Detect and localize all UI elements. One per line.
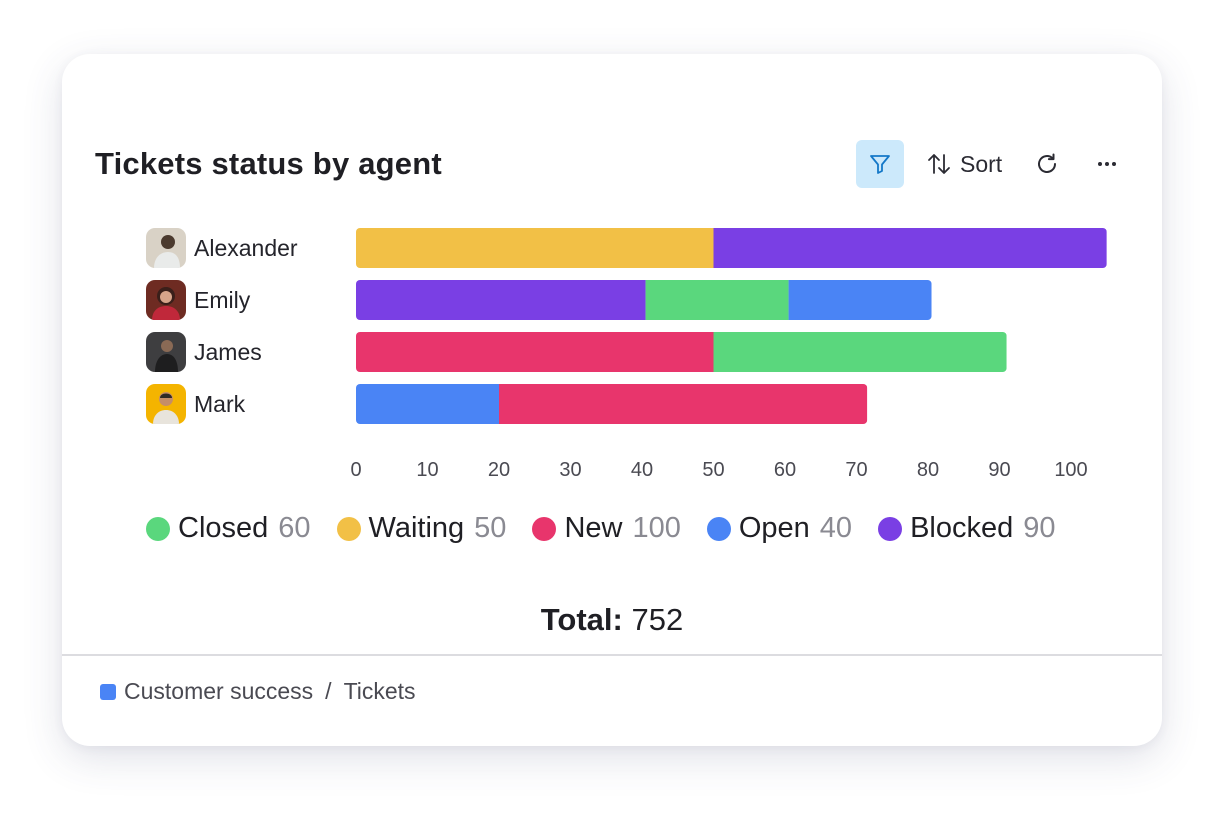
agent-row-mark: Mark [146,384,245,424]
total-summary: Total: 752 [62,602,1162,638]
more-dots-icon [1098,162,1116,166]
x-tick-label: 80 [917,459,939,481]
sort-arrows-icon [928,154,950,174]
legend-label: New [564,512,623,544]
legend-dot [532,516,557,541]
x-tick-label: 20 [488,459,510,481]
bar-alexander [356,228,1107,268]
x-tick-label: 70 [845,459,867,481]
x-tick-label: 0 [350,459,361,481]
legend-dot [878,516,903,541]
x-tick-label: 100 [1054,459,1087,481]
bar-mark [356,384,868,424]
legend-item-blocked[interactable]: Blocked 90 [878,512,1056,545]
legend-dot [146,516,170,541]
agent-name: Alexander [194,234,298,261]
legend-dot [706,516,731,541]
legend-label: Blocked [910,512,1014,544]
sort-button[interactable]: Sort [926,146,1002,182]
refresh-icon [1038,153,1056,173]
bar-segment-open[interactable] [788,280,932,320]
legend-item-closed[interactable]: Closed 60 [146,512,311,545]
widget-title: Tickets status by agent [95,146,442,181]
legend-dot [336,516,361,541]
bar-segment-closed[interactable] [645,280,789,320]
x-tick-label: 90 [988,459,1010,481]
x-tick-label: 60 [774,459,796,481]
legend-count: 90 [1023,512,1056,544]
bar-emily [356,280,932,320]
bar-segment-blocked[interactable] [356,280,646,320]
legend-item-new[interactable]: New 100 [532,512,681,545]
bar-segment-new[interactable] [499,384,868,424]
breadcrumb-separator: / [325,678,332,704]
agent-row-james: James [146,332,262,372]
legend-item-open[interactable]: Open 40 [706,512,853,545]
x-tick-label: 50 [702,459,724,481]
avatar [146,228,186,268]
legend-label: Open [738,512,810,544]
bar-segment-new[interactable] [356,332,714,372]
avatar [146,384,186,424]
agent-name: James [194,338,262,365]
legend-count: 100 [632,512,681,544]
chart-widget-card: Tickets status by agent Sort [62,54,1162,746]
total-label: Total: [540,602,623,637]
legend-label: Waiting [368,512,465,544]
legend-item-waiting[interactable]: Waiting 50 [336,512,507,545]
legend-count: 60 [278,512,311,544]
more-options-button[interactable] [1092,146,1122,182]
agent-name: Emily [194,286,251,313]
legend-count: 50 [474,512,507,544]
filter-icon [870,155,890,174]
breadcrumb-board-link[interactable]: Customer success [124,678,314,704]
divider [62,654,1162,656]
agent-row-alexander: Alexander [146,228,298,268]
board-color-square [100,683,116,700]
x-tick-label: 40 [631,459,653,481]
bar-segment-waiting[interactable] [356,228,714,268]
total-value: 752 [631,602,684,637]
bar-segment-blocked[interactable] [713,228,1107,268]
agent-row-emily: Emily [146,280,250,320]
x-tick-label: 30 [559,459,581,481]
filter-button[interactable] [856,140,904,188]
legend-label: Closed [178,512,269,544]
bar-james [356,332,1007,372]
chart-legend: Closed 60 Waiting 50 New 100 Open 40 Blo… [146,512,1082,545]
avatar [146,332,186,372]
x-tick-label: 10 [416,459,438,481]
breadcrumb-view-link[interactable]: Tickets [343,678,416,704]
bar-segment-closed[interactable] [713,332,1007,372]
agent-name: Mark [194,390,246,417]
avatar [146,280,186,320]
legend-count: 40 [819,512,853,544]
sort-label: Sort [960,150,1003,177]
stacked-bar-chart: 0 10 20 30 40 50 60 70 80 90 100 [350,228,1107,481]
refresh-button[interactable] [1030,146,1064,182]
bar-segment-open[interactable] [356,384,499,424]
breadcrumb: Customer success / Tickets [100,678,416,705]
